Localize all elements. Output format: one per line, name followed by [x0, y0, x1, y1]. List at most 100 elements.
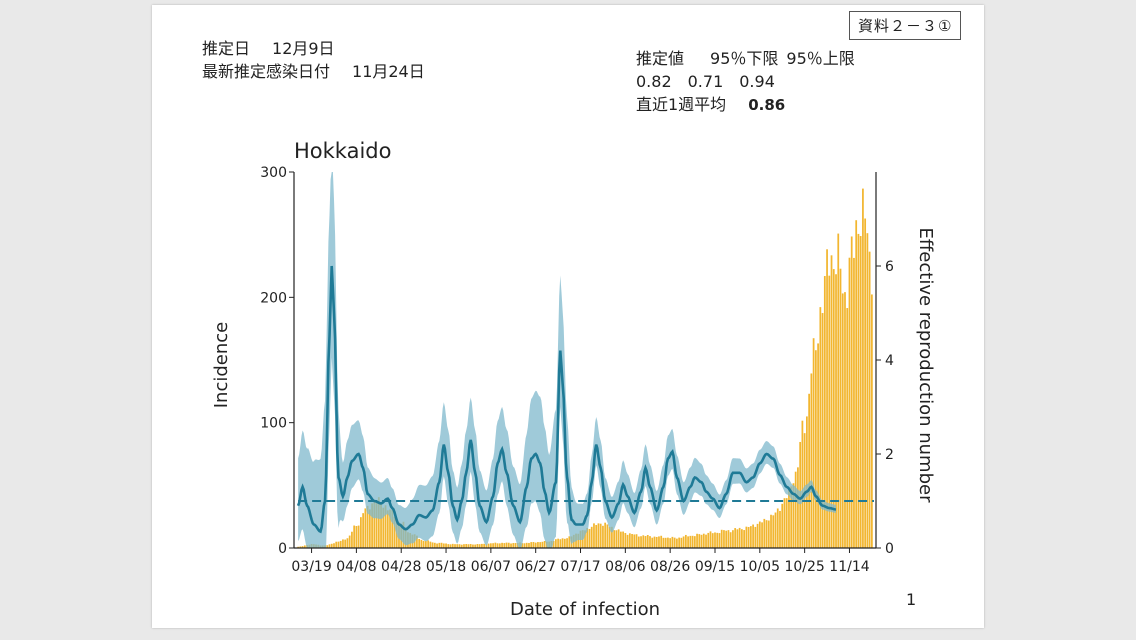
estimate-date-value: 12月9日	[272, 39, 335, 58]
incidence-bar	[393, 516, 396, 548]
incidence-bar	[862, 188, 864, 548]
incidence-bar	[727, 530, 730, 548]
incidence-bar	[711, 533, 714, 548]
incidence-bar	[810, 373, 813, 548]
incidence-bar	[465, 544, 468, 548]
incidence-bar	[366, 505, 369, 548]
incidence-bar	[756, 523, 759, 548]
incidence-bar	[514, 543, 517, 548]
incidence-bar	[328, 544, 331, 548]
incidence-bar	[779, 510, 781, 548]
incidence-bar	[539, 542, 542, 548]
page-number: 1	[906, 590, 917, 609]
incidence-bar	[808, 393, 810, 548]
incidence-bar	[489, 543, 492, 548]
incidence-bar	[644, 536, 647, 548]
incidence-bar	[823, 276, 826, 548]
incidence-bar	[837, 233, 840, 548]
incidence-bar	[584, 530, 586, 548]
incidence-bar	[528, 542, 530, 548]
incidence-bar	[770, 514, 772, 548]
incidence-bar	[501, 542, 503, 548]
incidence-bar	[794, 471, 797, 548]
rt-value-estimate: 0.82	[636, 72, 672, 91]
x-tick-label: 05/18	[426, 559, 466, 575]
incidence-bar	[460, 544, 463, 548]
incidence-bar	[801, 420, 804, 548]
incidence-bar	[373, 500, 376, 548]
rt-header-lower: 95％下限	[710, 49, 779, 68]
x-tick-label: 07/17	[560, 559, 600, 575]
incidence-bar	[655, 536, 658, 548]
incidence-bar	[792, 483, 795, 548]
incidence-bar	[606, 524, 609, 548]
incidence-bar	[297, 546, 299, 548]
incidence-bar	[774, 512, 777, 548]
incidence-bar	[772, 515, 775, 548]
y-tick-label: 300	[260, 165, 287, 181]
incidence-bar	[422, 540, 425, 548]
x-tick-label: 06/07	[471, 559, 511, 575]
incidence-bar	[673, 537, 676, 548]
incidence-bar	[597, 523, 600, 548]
rt-weekly-label: 直近1週平均	[636, 95, 727, 114]
incidence-bar	[602, 525, 604, 548]
incidence-bar	[339, 540, 342, 548]
incidence-bar	[487, 543, 490, 548]
rt-header-estimate: 推定値	[636, 49, 685, 68]
incidence-bar	[687, 536, 689, 548]
incidence-bar	[483, 543, 486, 548]
y-tick-label: 100	[260, 416, 287, 432]
incidence-bar	[664, 537, 667, 548]
incidence-bar	[418, 538, 421, 548]
incidence-bar	[485, 544, 488, 548]
y2-tick-label: 0	[885, 541, 894, 557]
incidence-bar	[557, 538, 559, 548]
incidence-bar	[857, 233, 860, 549]
incidence-bar	[449, 544, 452, 548]
incidence-bar	[384, 505, 387, 548]
incidence-bar	[380, 503, 382, 548]
incidence-bar	[821, 313, 824, 548]
rt-summary-header: 推定値 95％下限 95％上限	[636, 47, 855, 70]
incidence-bar	[828, 275, 831, 548]
incidence-bar	[646, 534, 649, 548]
incidence-bar	[599, 523, 602, 548]
incidence-bar	[346, 538, 349, 548]
incidence-bar	[651, 537, 654, 548]
incidence-bar	[806, 416, 808, 548]
incidence-bar	[427, 540, 429, 548]
incidence-bar	[682, 536, 685, 548]
incidence-bar	[454, 544, 456, 548]
incidence-bar	[386, 510, 389, 548]
incidence-bar	[642, 535, 645, 548]
incidence-bar	[680, 537, 683, 548]
incidence-bar	[469, 544, 472, 548]
incidence-bar	[723, 530, 725, 548]
incidence-bar	[613, 530, 616, 548]
incidence-bar	[693, 536, 696, 548]
incidence-bar	[335, 541, 338, 548]
y2-tick-label: 6	[885, 259, 894, 275]
rt-value-upper: 0.94	[739, 72, 775, 91]
incidence-bar	[765, 520, 768, 548]
incidence-bar	[864, 218, 867, 548]
incidence-bar	[732, 530, 734, 548]
incidence-bar	[797, 467, 799, 548]
incidence-bar	[498, 543, 501, 548]
incidence-bar	[658, 536, 660, 548]
incidence-bar	[788, 488, 790, 548]
incidence-bar	[705, 534, 707, 548]
incidence-bar	[433, 542, 436, 548]
incidence-bar	[734, 528, 737, 548]
incidence-bar	[299, 546, 302, 548]
incidence-bar	[440, 542, 443, 548]
incidence-bar	[859, 236, 862, 549]
x-tick-label: 04/28	[381, 559, 421, 575]
incidence-bar	[745, 526, 748, 548]
incidence-bar	[667, 537, 669, 548]
incidence-bar	[492, 543, 494, 548]
incidence-bar	[541, 541, 544, 548]
incidence-bar	[738, 527, 741, 548]
incidence-bar	[662, 537, 665, 548]
